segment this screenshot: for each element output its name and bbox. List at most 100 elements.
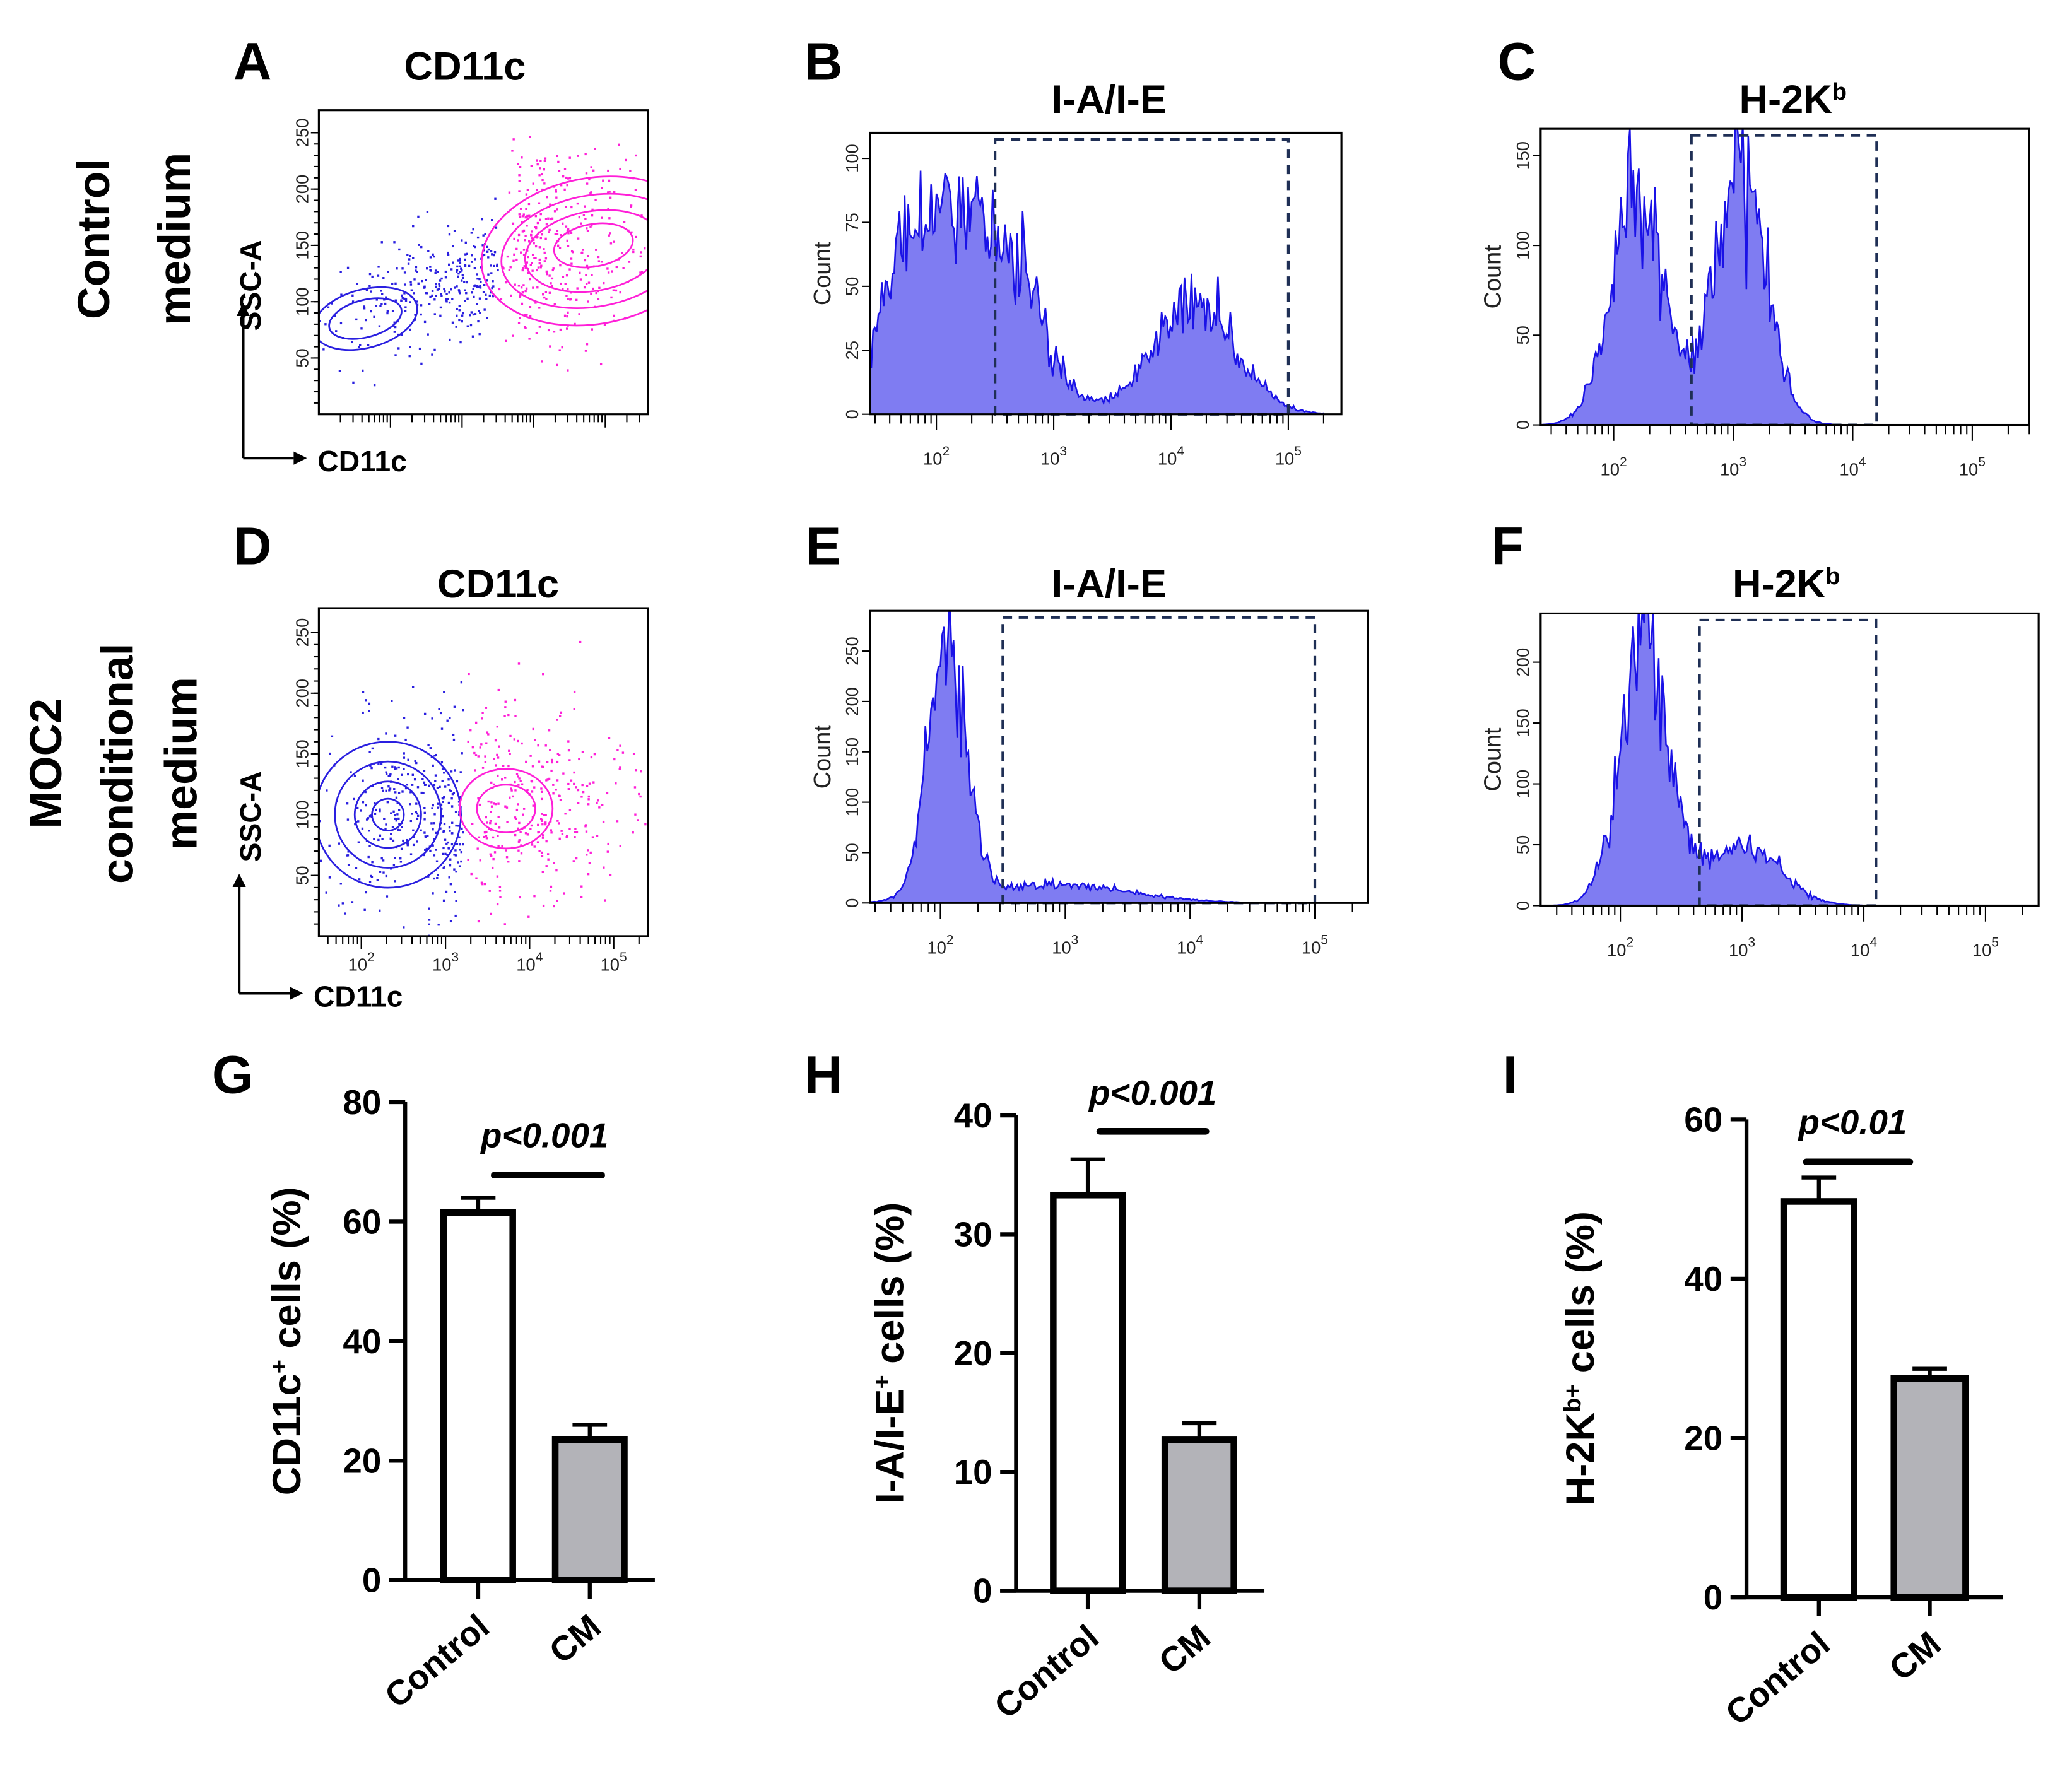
event-dot: [556, 899, 558, 902]
event-dot: [399, 829, 402, 831]
event-dot: [459, 265, 461, 267]
event-dot: [365, 818, 368, 821]
event-dot: [464, 258, 466, 261]
event-dot: [380, 303, 383, 305]
event-dot: [570, 262, 573, 265]
event-dot: [433, 784, 436, 787]
event-dot: [412, 225, 415, 228]
y-tick-label: 100: [1513, 231, 1533, 260]
event-dot: [409, 820, 412, 823]
event-dot: [714, 266, 715, 267]
event-dot: [495, 764, 497, 767]
event-dot: [368, 702, 371, 705]
event-dot: [453, 705, 456, 708]
event-dot: [576, 202, 579, 205]
event-dot: [384, 766, 387, 769]
event-dot: [400, 333, 403, 336]
event-dot: [483, 835, 486, 838]
event-dot: [504, 700, 507, 703]
y-tick-label: 75: [842, 213, 862, 232]
event-dot: [544, 257, 548, 260]
event-dot: [519, 165, 522, 168]
event-dot: [434, 774, 437, 777]
event-dot: [368, 273, 372, 276]
event-dot: [602, 820, 605, 823]
y-tick-label: 150: [293, 739, 312, 768]
event-dot: [563, 892, 565, 895]
panel-letter: G: [212, 1045, 253, 1104]
event-dot: [397, 333, 399, 336]
event-dot: [582, 790, 585, 794]
event-dot: [435, 295, 437, 297]
event-dot: [447, 784, 450, 786]
event-dot: [445, 842, 448, 845]
event-dot: [485, 830, 488, 833]
event-dot: [439, 827, 442, 830]
event-dot: [379, 834, 382, 837]
event-dot: [574, 828, 577, 830]
event-dot: [448, 876, 450, 879]
event-dot: [576, 287, 579, 290]
event-dot: [573, 782, 575, 785]
plot-frame: [317, 607, 649, 937]
event-dot: [453, 230, 456, 232]
panel-letter: B: [804, 32, 843, 91]
event-dot: [586, 182, 589, 185]
event-dot: [567, 232, 570, 235]
event-dot: [387, 271, 389, 273]
event-dot: [400, 299, 403, 302]
event-dot: [568, 268, 571, 271]
event-dot: [543, 296, 546, 299]
event-dot: [397, 817, 400, 820]
event-dot: [448, 263, 450, 266]
event-dot: [479, 746, 481, 749]
event-dot: [550, 218, 553, 221]
event-dot: [469, 324, 473, 327]
event-dot: [567, 749, 570, 752]
event-dot: [496, 753, 498, 756]
event-dot: [536, 235, 539, 238]
event-dot: [396, 813, 399, 816]
event-dot: [606, 850, 609, 853]
event-dot: [498, 288, 501, 291]
event-dot: [461, 314, 464, 317]
event-dot: [399, 861, 403, 863]
event-dot: [426, 211, 429, 213]
y-tick-label: 100: [293, 801, 312, 830]
event-dot: [513, 253, 515, 256]
event-dot: [540, 264, 543, 267]
event-dot: [492, 295, 494, 298]
event-dot: [539, 160, 542, 162]
event-dot: [476, 236, 480, 239]
panel-title: H-2Kb: [1733, 562, 1840, 606]
event-dot: [461, 827, 463, 830]
event-dot: [403, 926, 405, 929]
event-dot: [514, 816, 517, 819]
event-dot: [556, 244, 560, 247]
event-dot: [527, 271, 529, 274]
y-tick-label: 0: [973, 1572, 992, 1611]
event-dot: [583, 286, 586, 289]
event-dot: [574, 831, 577, 833]
event-dot: [549, 345, 551, 348]
event-dot: [407, 262, 410, 265]
event-dot: [440, 293, 443, 295]
event-dot: [428, 919, 431, 921]
event-dot: [464, 300, 466, 302]
event-dot: [368, 815, 372, 818]
event-dot: [566, 184, 568, 187]
event-dot: [491, 866, 494, 869]
event-dot: [665, 780, 667, 782]
event-dot: [394, 299, 397, 302]
event-dot: [525, 208, 527, 210]
event-dot: [404, 298, 408, 300]
event-dot: [384, 302, 387, 305]
event-dot: [444, 270, 447, 273]
panel-b: B I-A/I-E 0 25 50 75 100 Count 102 103 104 105: [804, 32, 1343, 469]
event-dot: [494, 197, 497, 200]
event-dot: [591, 274, 593, 276]
event-dot: [360, 809, 362, 812]
plot-area: [869, 170, 1324, 414]
event-dot: [377, 838, 380, 842]
event-dot: [606, 792, 609, 795]
